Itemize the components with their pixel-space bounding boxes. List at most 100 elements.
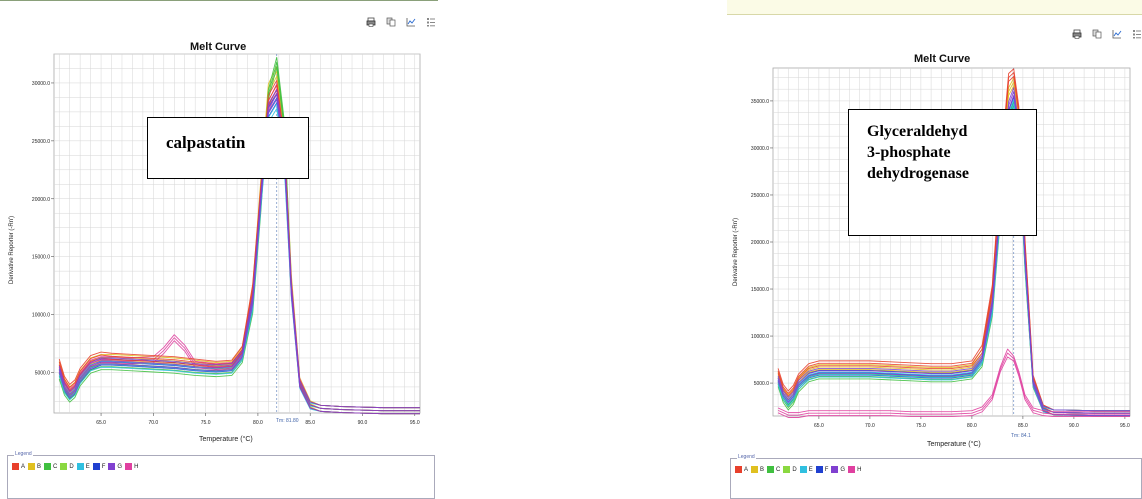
top-band bbox=[727, 0, 1142, 15]
y-tick-label: 20000.0 bbox=[751, 240, 769, 246]
melt-curve-series bbox=[58, 108, 420, 415]
legend-swatch bbox=[848, 466, 856, 473]
legend-item[interactable]: F bbox=[815, 466, 829, 473]
legend-swatch bbox=[783, 466, 791, 473]
legend-swatch bbox=[108, 463, 116, 470]
legend-swatch bbox=[751, 466, 759, 473]
melt-curve-series bbox=[58, 89, 420, 409]
legend-items: A B C D E F G H bbox=[12, 463, 138, 470]
melt-curve-series bbox=[777, 68, 1130, 412]
y-tick-label: 10000.0 bbox=[751, 334, 769, 340]
melt-curve-chart: 65.0 70.0 75.0 80.0 85.0 90.0 95.0 5000.0 10000.… bbox=[751, 67, 1131, 429]
legend-label: A bbox=[744, 466, 749, 473]
legend-swatch bbox=[735, 466, 742, 473]
legend-label: A bbox=[21, 463, 26, 470]
legend-box: Legend A B C D E F G H bbox=[7, 451, 435, 499]
chart-toolbar bbox=[1071, 28, 1142, 39]
legend-label: F bbox=[824, 466, 829, 473]
legend-item[interactable]: B bbox=[28, 463, 41, 470]
x-tick-label: 80.0 bbox=[967, 423, 977, 429]
legend-item[interactable]: E bbox=[76, 463, 90, 470]
chart-options-icon[interactable] bbox=[405, 16, 416, 27]
legend-label: E bbox=[808, 466, 813, 473]
legend-label: D bbox=[69, 463, 74, 470]
legend-label: C bbox=[776, 466, 781, 473]
melt-curve-series bbox=[777, 87, 1130, 412]
legend-item[interactable]: D bbox=[60, 463, 74, 470]
chart-title: Melt Curve bbox=[190, 41, 247, 53]
y-tick-label: 15000.0 bbox=[32, 255, 50, 261]
legend-swatch bbox=[767, 466, 775, 473]
y-tick-label: 35000.0 bbox=[751, 99, 769, 105]
legend-label: E bbox=[85, 463, 90, 470]
x-tick-label: 70.0 bbox=[148, 420, 158, 426]
x-tick-label: 75.0 bbox=[201, 420, 211, 426]
y-tick-label: 10000.0 bbox=[32, 313, 50, 319]
gene-annotation-line: dehydrogenase bbox=[867, 165, 969, 182]
legend-item[interactable]: F bbox=[92, 463, 105, 470]
legend-swatch bbox=[28, 463, 36, 470]
legend-label: B bbox=[760, 466, 765, 473]
legend-swatch bbox=[831, 466, 839, 473]
legend-item[interactable]: B bbox=[751, 466, 764, 473]
gene-annotation-label: Glyceraldehyd 3-phosphate dehydrogenase bbox=[867, 121, 969, 184]
legend-swatch bbox=[92, 463, 100, 470]
melt-curve-series bbox=[777, 352, 1130, 416]
legend-swatch bbox=[12, 463, 19, 470]
legend-label: G bbox=[117, 463, 123, 470]
melt-curve-series bbox=[777, 348, 1130, 414]
chart-title: Melt Curve bbox=[914, 53, 971, 65]
legend-label: B bbox=[37, 463, 42, 470]
tm-label: Tm: 84.1 bbox=[1011, 433, 1031, 439]
legend-item[interactable]: G bbox=[831, 466, 845, 473]
legend-swatch bbox=[125, 463, 133, 470]
legend-item[interactable]: G bbox=[108, 463, 122, 470]
chart-options-icon[interactable] bbox=[1111, 28, 1122, 39]
x-axis-label: Temperature (°C) bbox=[927, 441, 981, 448]
melt-curve-series bbox=[58, 94, 420, 412]
legend-item[interactable]: C bbox=[767, 466, 780, 473]
legend-label: H bbox=[134, 463, 139, 470]
melt-curve-series bbox=[58, 98, 420, 415]
list-icon[interactable] bbox=[425, 16, 436, 27]
x-tick-label: 85.0 bbox=[305, 420, 315, 426]
legend-item[interactable]: A bbox=[12, 463, 25, 470]
legend-item[interactable]: E bbox=[799, 466, 813, 473]
y-tick-label: 20000.0 bbox=[32, 197, 50, 203]
legend-label: C bbox=[53, 463, 58, 470]
x-axis-label: Temperature (°C) bbox=[199, 436, 253, 443]
x-tick-label: 90.0 bbox=[1069, 423, 1079, 429]
legend-item[interactable]: A bbox=[735, 466, 748, 473]
print-icon[interactable] bbox=[1071, 28, 1082, 39]
legend-swatch bbox=[60, 463, 68, 470]
y-tick-label: 30000.0 bbox=[32, 81, 50, 87]
x-tick-label: 70.0 bbox=[865, 423, 875, 429]
legend-title: Legend bbox=[14, 451, 33, 457]
list-icon[interactable] bbox=[1131, 28, 1142, 39]
legend-swatch bbox=[799, 466, 807, 473]
copy-icon[interactable] bbox=[385, 16, 396, 27]
gene-annotation-line: Glyceraldehyd bbox=[867, 123, 968, 140]
y-tick-label: 5000.0 bbox=[35, 370, 51, 376]
gene-annotation-box: calpastatin bbox=[147, 117, 309, 179]
legend-item[interactable]: H bbox=[848, 466, 861, 473]
legend-item[interactable]: H bbox=[125, 463, 138, 470]
legend-label: H bbox=[857, 466, 862, 473]
legend-box: Legend A B C D E F G H bbox=[730, 454, 1142, 499]
legend-item[interactable]: C bbox=[44, 463, 57, 470]
x-tick-label: 95.0 bbox=[1120, 423, 1130, 429]
gene-annotation-label: calpastatin bbox=[166, 133, 246, 152]
y-tick-label: 25000.0 bbox=[32, 139, 50, 145]
legend-title: Legend bbox=[737, 454, 756, 460]
top-rule bbox=[0, 0, 438, 1]
melt-curve-series bbox=[777, 356, 1130, 418]
copy-icon[interactable] bbox=[1091, 28, 1102, 39]
x-tick-label: 85.0 bbox=[1018, 423, 1028, 429]
legend-item[interactable]: D bbox=[783, 466, 797, 473]
chart-toolbar bbox=[365, 16, 436, 27]
melt-curve-panel-left: Melt Curve Derivative Reporter (-Rn') 65… bbox=[0, 0, 438, 499]
x-tick-label: 90.0 bbox=[358, 420, 368, 426]
x-tick-label: 65.0 bbox=[96, 420, 106, 426]
print-icon[interactable] bbox=[365, 16, 376, 27]
melt-curve-chart: 65.0 70.0 75.0 80.0 85.0 90.0 95.0 5000.0 10000.… bbox=[32, 53, 421, 426]
